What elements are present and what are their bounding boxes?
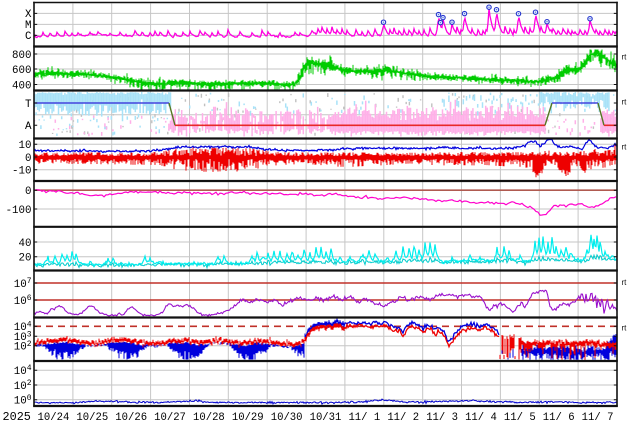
- svg-text:rt: rt: [622, 324, 628, 333]
- svg-text:11/ 1: 11/ 1: [348, 412, 380, 424]
- svg-text:800: 800: [12, 50, 31, 62]
- svg-text:10/31: 10/31: [310, 412, 342, 424]
- svg-text:10/26: 10/26: [115, 412, 147, 424]
- svg-text:rt: rt: [622, 278, 628, 287]
- svg-text:11/ 4: 11/ 4: [465, 412, 497, 424]
- svg-text:2025: 2025: [3, 410, 31, 424]
- svg-text:T: T: [25, 99, 32, 111]
- svg-text:600: 600: [12, 65, 31, 77]
- svg-text:11/ 2: 11/ 2: [387, 412, 419, 424]
- svg-text:0: 0: [25, 153, 31, 165]
- svg-text:10/25: 10/25: [76, 412, 108, 424]
- svg-text:M: M: [25, 20, 31, 32]
- svg-text:0: 0: [25, 186, 31, 198]
- svg-text:rt: rt: [622, 98, 628, 107]
- svg-text:11/ 7: 11/ 7: [582, 412, 614, 424]
- svg-text:X: X: [25, 9, 32, 21]
- svg-text:rt: rt: [622, 143, 628, 152]
- svg-text:40: 40: [19, 238, 32, 250]
- svg-text:A: A: [25, 121, 32, 133]
- svg-text:10/28: 10/28: [193, 412, 225, 424]
- svg-text:400: 400: [12, 80, 31, 92]
- svg-text:11/ 5: 11/ 5: [504, 412, 536, 424]
- svg-text:10/24: 10/24: [38, 412, 70, 424]
- svg-text:rt: rt: [622, 53, 628, 62]
- svg-text:-100: -100: [6, 205, 32, 217]
- svg-text:-10: -10: [12, 166, 31, 178]
- svg-text:11/ 3: 11/ 3: [426, 412, 458, 424]
- svg-text:10/30: 10/30: [271, 412, 303, 424]
- svg-text:10/27: 10/27: [154, 412, 186, 424]
- svg-text:11/ 6: 11/ 6: [543, 412, 575, 424]
- svg-text:20: 20: [19, 253, 32, 265]
- svg-text:10/29: 10/29: [232, 412, 264, 424]
- svg-text:10: 10: [19, 140, 32, 152]
- svg-text:C: C: [25, 31, 32, 43]
